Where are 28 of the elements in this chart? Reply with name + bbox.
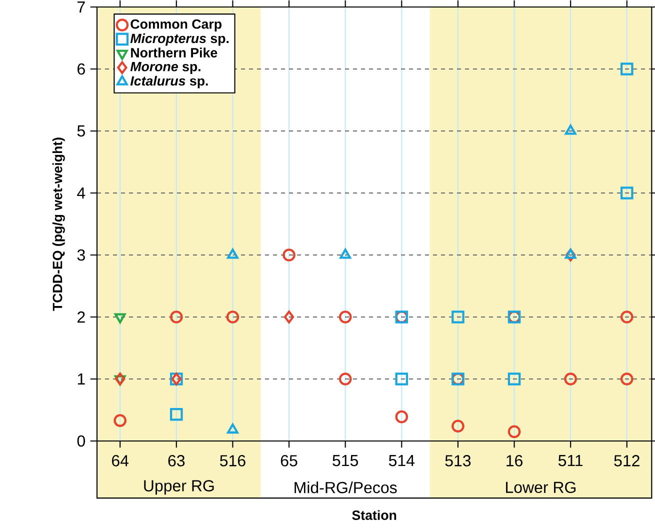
legend-label: Micropterus sp. <box>130 33 229 46</box>
x-tick-label: 64 <box>112 455 129 466</box>
y-tick-label: 2 <box>78 311 85 323</box>
y-axis-title: TCDD-EQ (pg/g wet-weight) <box>52 138 65 311</box>
x-tick-label: 63 <box>168 455 185 466</box>
band-label: Lower RG <box>506 482 576 494</box>
band-label: Upper RG <box>144 480 214 495</box>
legend-label: Northern Pike <box>131 48 218 58</box>
x-tick-label: 516 <box>220 455 246 466</box>
y-tick-label: 4 <box>77 188 86 199</box>
band-label: Mid-RG/Pecos <box>294 482 397 494</box>
x-tick-label: 511 <box>558 455 583 466</box>
y-tick-label: 3 <box>77 249 85 261</box>
y-tick-label: 7 <box>78 2 85 13</box>
x-tick-label: 515 <box>332 455 358 466</box>
y-tick-label: 1 <box>78 374 85 385</box>
legend-label: Ictalurus sp. <box>130 76 208 88</box>
y-tick-label: 0 <box>77 435 86 447</box>
y-tick-label: 5 <box>77 125 85 137</box>
x-tick-label: 65 <box>280 455 298 466</box>
x-tick-label: 512 <box>614 455 640 466</box>
x-tick-label: 514 <box>388 455 415 466</box>
x-tick-label: 16 <box>506 455 522 466</box>
legend-label: Common Carp <box>130 19 222 32</box>
x-axis-title: Station <box>352 510 396 520</box>
x-tick-label: 513 <box>445 455 471 466</box>
legend-label: Morone sp. <box>130 62 200 74</box>
y-tick-label: 6 <box>78 63 85 75</box>
